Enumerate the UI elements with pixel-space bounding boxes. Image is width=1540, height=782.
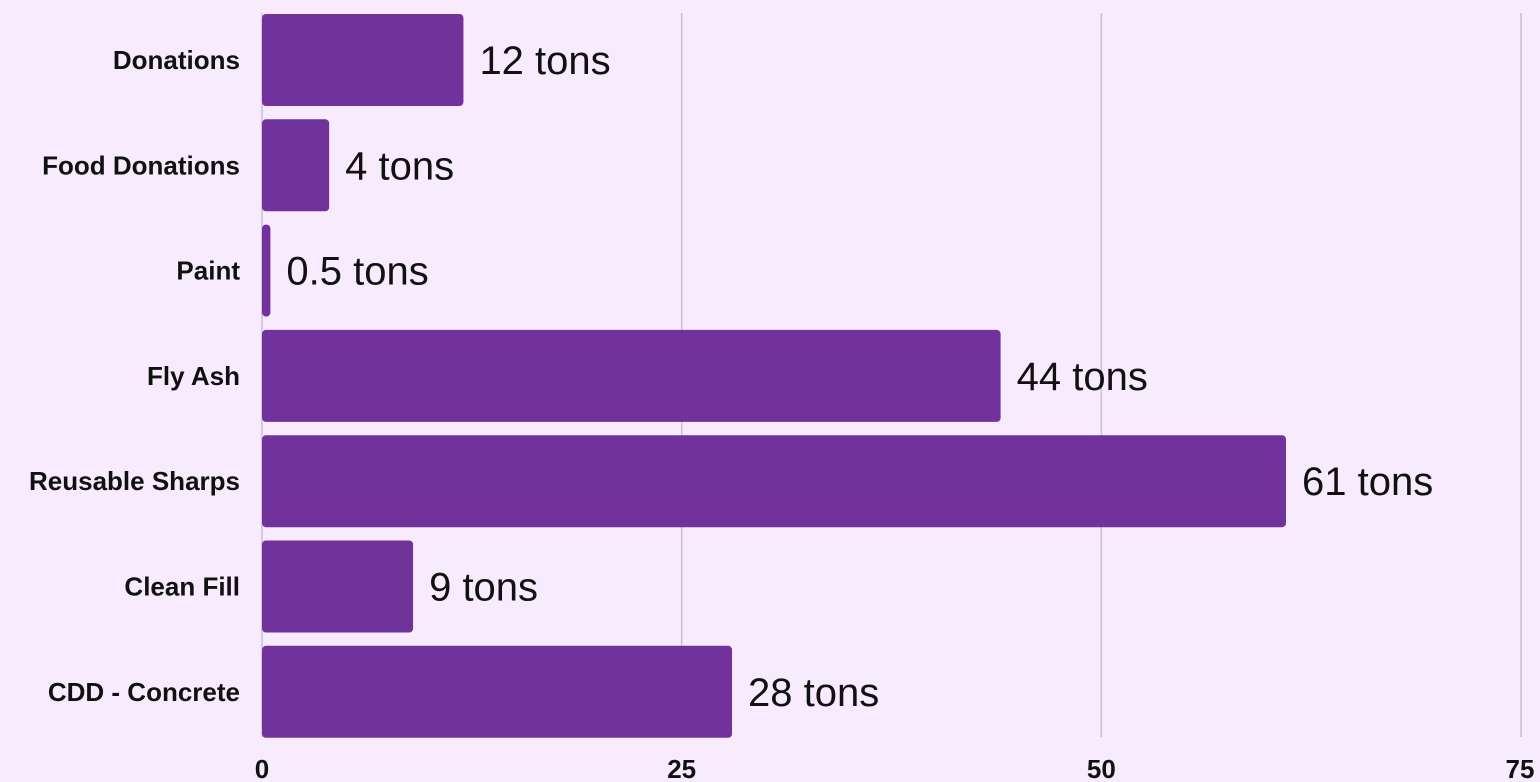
- data-label: 28 tons: [748, 671, 879, 715]
- data-label: 0.5 tons: [286, 250, 428, 294]
- x-axis-ticks: 0 25 50 75: [255, 754, 1535, 782]
- category-labels: Donations Food Donations Paint Fly Ash Reusa…: [29, 45, 240, 707]
- bar-paint: [262, 224, 271, 317]
- category-label: Paint: [176, 256, 240, 286]
- bar-food-donations: [262, 119, 330, 212]
- data-label: 44 tons: [1017, 355, 1148, 399]
- data-label: 12 tons: [479, 39, 610, 83]
- bar-reusable-sharps: [262, 435, 1286, 528]
- category-label: CDD - Concrete: [48, 677, 240, 707]
- data-label: 9 tons: [429, 566, 538, 610]
- x-tick-label: 25: [667, 754, 696, 782]
- x-tick-label: 0: [255, 754, 269, 782]
- bar-clean-fill: [262, 540, 414, 633]
- x-tick-label: 75: [1506, 754, 1535, 782]
- data-labels: 12 tons 4 tons 0.5 tons 44 tons 61 tons 9 ton…: [286, 39, 1433, 715]
- bar-fly-ash: [262, 329, 1001, 422]
- bar-donations: [262, 14, 464, 106]
- bars: [262, 14, 1286, 738]
- data-label: 61 tons: [1302, 460, 1433, 504]
- category-label: Clean Fill: [124, 572, 240, 602]
- category-label: Food Donations: [42, 150, 240, 180]
- bar-cdd-concrete: [262, 645, 733, 738]
- data-label: 4 tons: [345, 144, 454, 188]
- category-label: Donations: [113, 45, 240, 75]
- category-label: Fly Ash: [147, 361, 240, 391]
- x-tick-label: 50: [1087, 754, 1116, 782]
- category-label: Reusable Sharps: [29, 466, 240, 496]
